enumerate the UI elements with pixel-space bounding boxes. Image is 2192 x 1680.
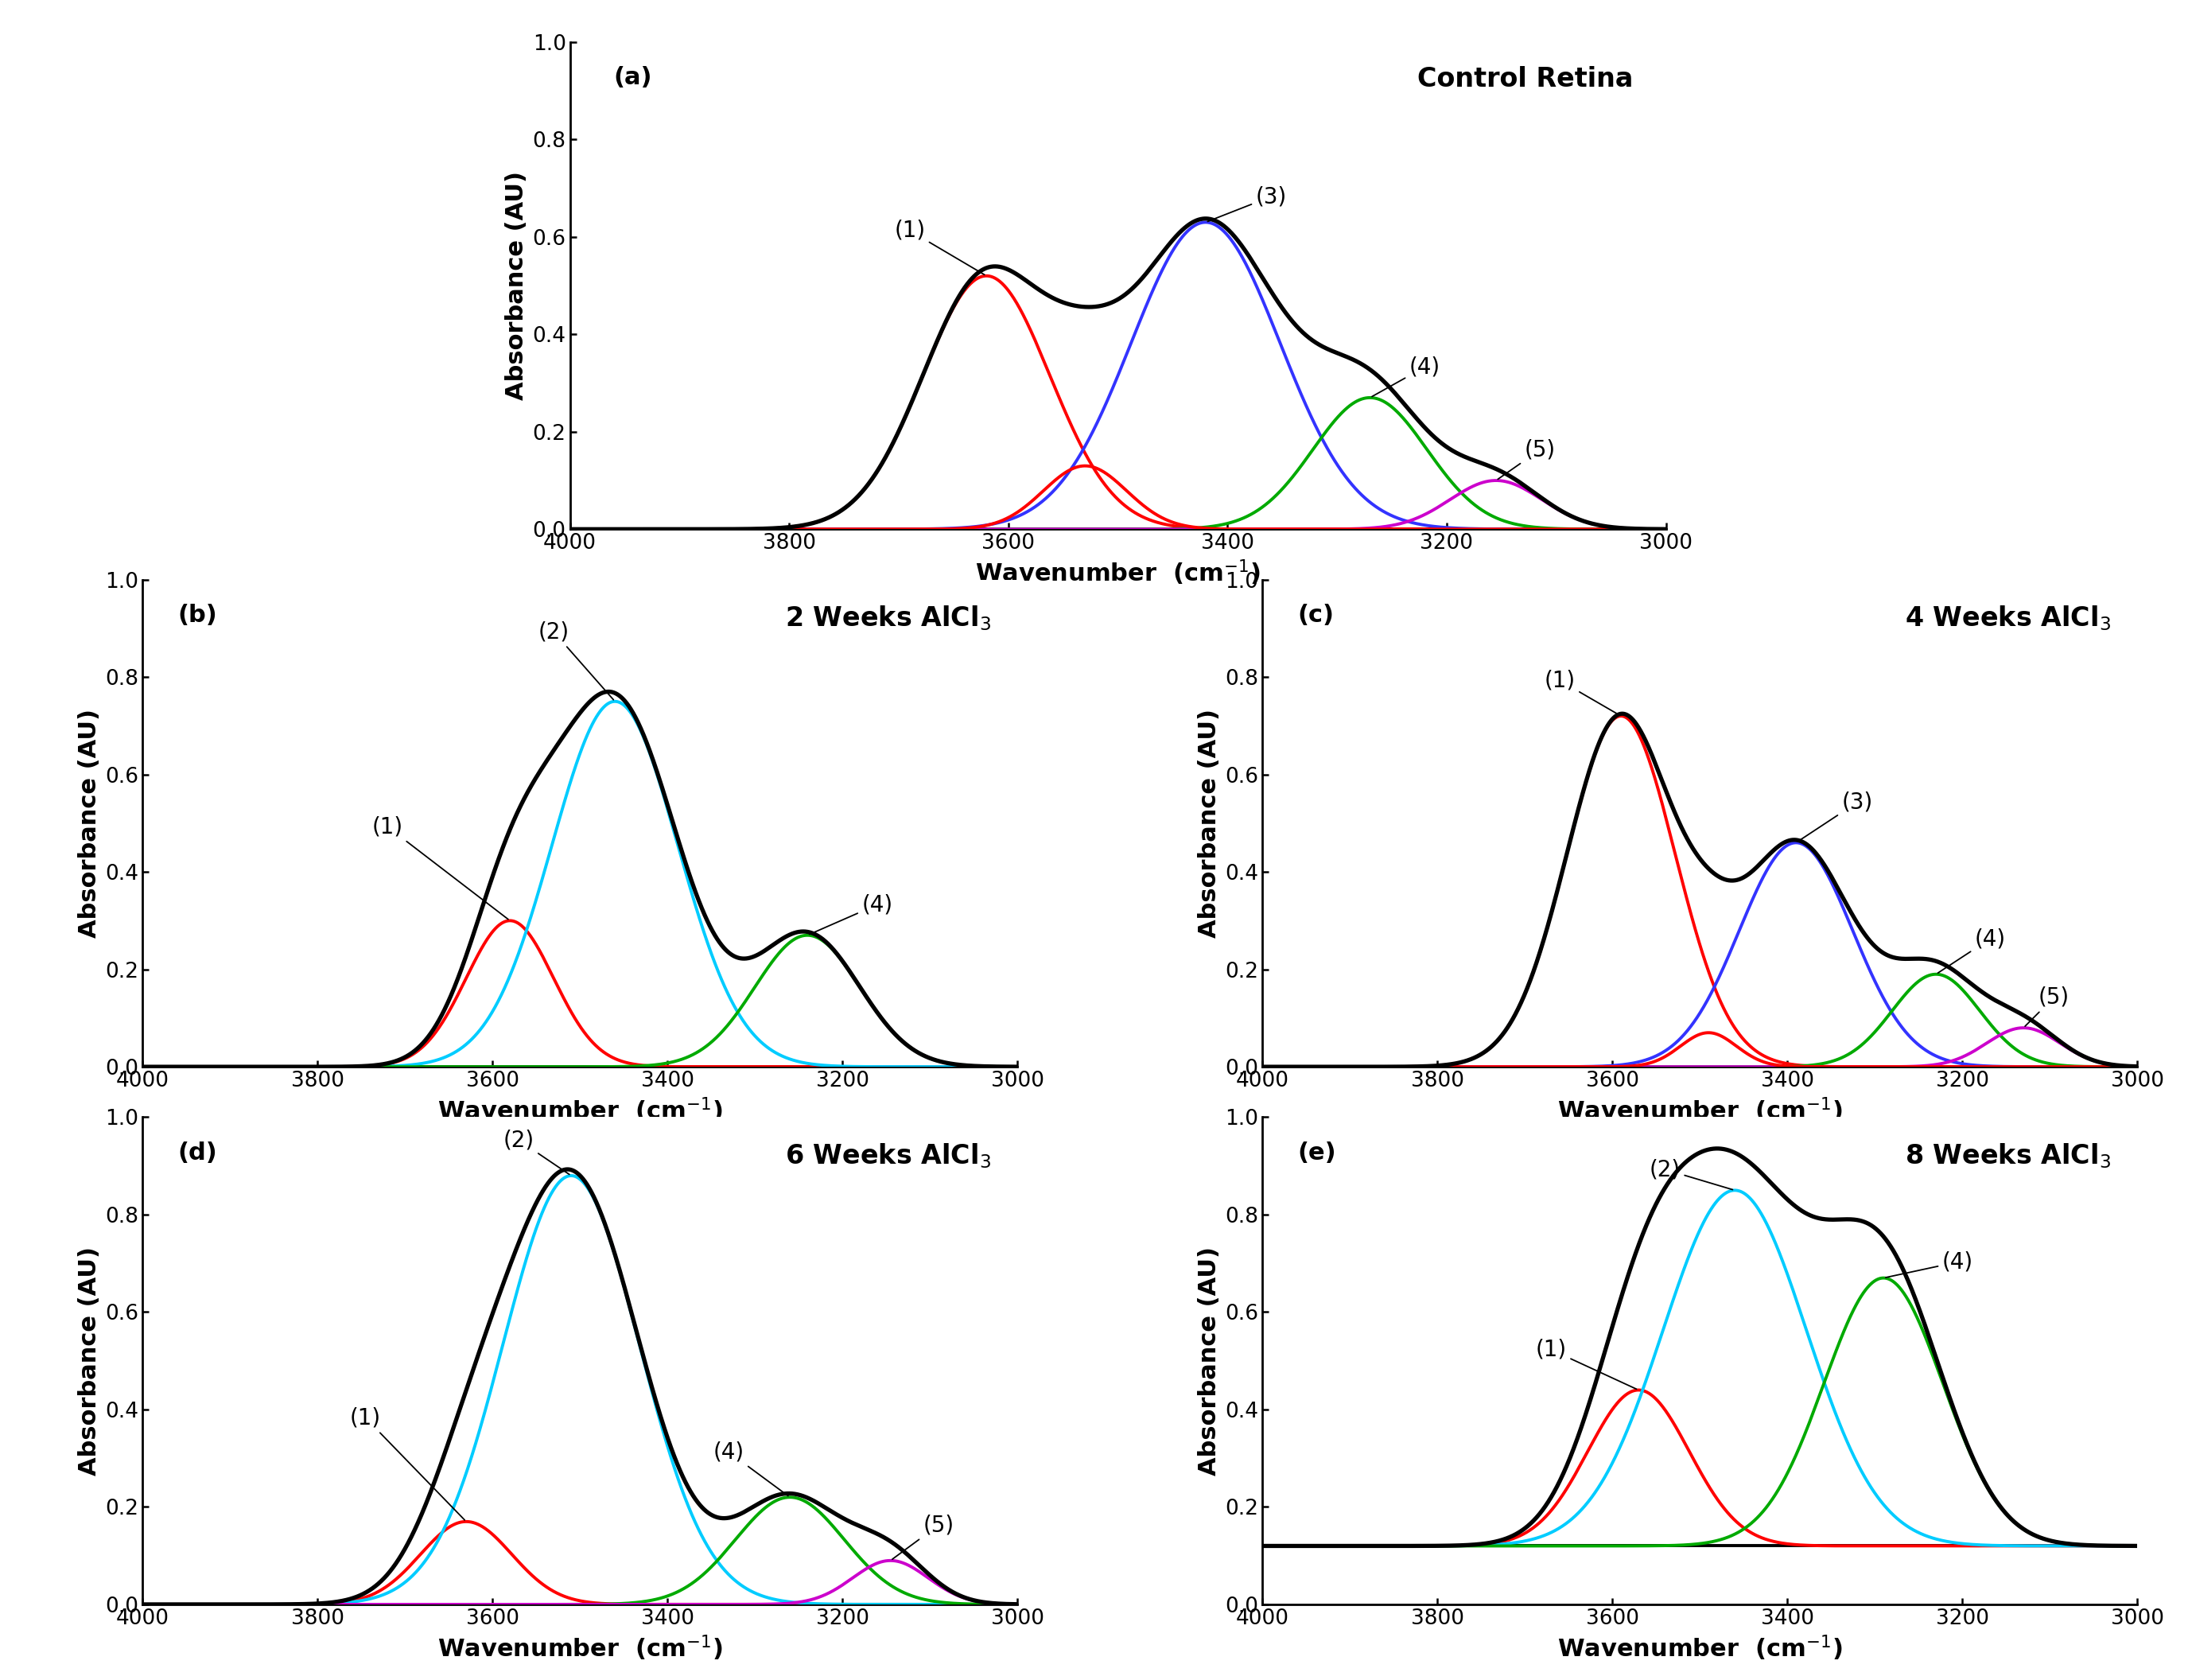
Text: (c): (c) <box>1298 603 1335 627</box>
Text: (4): (4) <box>809 894 892 934</box>
Text: (a): (a) <box>614 67 653 89</box>
Text: (1): (1) <box>373 815 509 919</box>
X-axis label: Wavenumber  (cm$^{-1}$): Wavenumber (cm$^{-1}$) <box>1556 1633 1841 1663</box>
Text: (d): (d) <box>178 1142 217 1164</box>
Text: (2): (2) <box>1648 1158 1732 1189</box>
Text: (b): (b) <box>178 603 217 627</box>
Text: Control Retina: Control Retina <box>1418 67 1633 92</box>
Text: (2): (2) <box>504 1129 570 1174</box>
Text: (4): (4) <box>1372 356 1440 396</box>
Text: (4): (4) <box>1885 1252 1973 1277</box>
Text: (1): (1) <box>1543 669 1620 716</box>
Text: 6 Weeks AlCl$_3$: 6 Weeks AlCl$_3$ <box>785 1142 991 1169</box>
Text: (2): (2) <box>537 620 614 701</box>
X-axis label: Wavenumber  (cm$^{-1}$): Wavenumber (cm$^{-1}$) <box>438 1633 723 1663</box>
Text: (1): (1) <box>894 220 984 276</box>
X-axis label: Wavenumber  (cm$^{-1}$): Wavenumber (cm$^{-1}$) <box>438 1095 723 1126</box>
Text: (5): (5) <box>2025 986 2069 1026</box>
Text: (4): (4) <box>1938 927 2006 973</box>
Y-axis label: Absorbance (AU): Absorbance (AU) <box>77 709 101 937</box>
X-axis label: Wavenumber  (cm$^{-1}$): Wavenumber (cm$^{-1}$) <box>975 558 1260 588</box>
Text: (5): (5) <box>892 1514 954 1559</box>
Text: 2 Weeks AlCl$_3$: 2 Weeks AlCl$_3$ <box>785 603 991 632</box>
X-axis label: Wavenumber  (cm$^{-1}$): Wavenumber (cm$^{-1}$) <box>1556 1095 1841 1126</box>
Text: (3): (3) <box>1208 185 1287 222</box>
Text: 8 Weeks AlCl$_3$: 8 Weeks AlCl$_3$ <box>1905 1142 2111 1169</box>
Text: (5): (5) <box>1497 438 1556 479</box>
Y-axis label: Absorbance (AU): Absorbance (AU) <box>1197 709 1221 937</box>
Y-axis label: Absorbance (AU): Absorbance (AU) <box>77 1247 101 1475</box>
Y-axis label: Absorbance (AU): Absorbance (AU) <box>1197 1247 1221 1475</box>
Text: (1): (1) <box>1534 1339 1637 1389</box>
Text: (4): (4) <box>712 1441 789 1495</box>
Text: (3): (3) <box>1797 791 1872 842</box>
Text: (1): (1) <box>351 1406 465 1520</box>
Text: 4 Weeks AlCl$_3$: 4 Weeks AlCl$_3$ <box>1905 603 2111 632</box>
Y-axis label: Absorbance (AU): Absorbance (AU) <box>504 171 528 400</box>
Text: (e): (e) <box>1298 1142 1335 1164</box>
